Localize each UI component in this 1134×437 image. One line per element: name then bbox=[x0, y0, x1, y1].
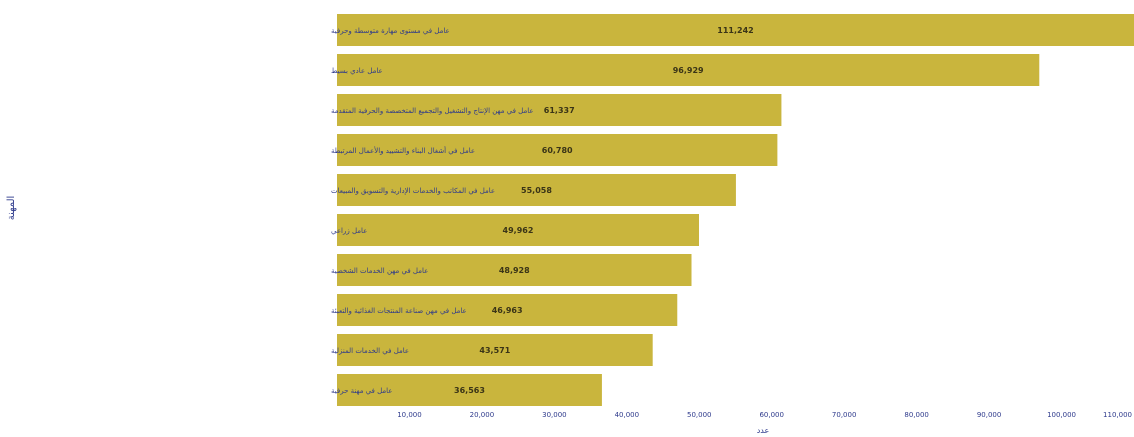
x-tick-label: 70,000 bbox=[832, 411, 857, 419]
x-tick-label: 90,000 bbox=[977, 411, 1002, 419]
x-tick-label: 60,000 bbox=[759, 411, 784, 419]
x-tick-label: 20,000 bbox=[470, 411, 495, 419]
bar bbox=[337, 94, 782, 126]
x-tick-label: 10,000 bbox=[397, 411, 422, 419]
bars-layer bbox=[337, 14, 1134, 406]
bar bbox=[337, 254, 692, 286]
category-label: عامل عادي بسيط bbox=[331, 67, 383, 75]
category-label: عامل في مهن الإنتاج والتشغيل والتجميع ال… bbox=[331, 107, 534, 115]
category-label: عامل في مستوى مهارة متوسطة وحرفية bbox=[331, 27, 450, 35]
category-label: عامل في مهن الخدمات الشخصية bbox=[331, 267, 428, 275]
category-label: عامل في المكاتب والخدمات الإدارية والتسو… bbox=[331, 187, 495, 195]
y-axis-title: المهنة bbox=[6, 196, 17, 221]
category-label: عامل في أشغال البناء والتشييد والأعمال ا… bbox=[331, 146, 475, 155]
category-labels-layer: عامل في مستوى مهارة متوسطة وحرفية عامل عا… bbox=[331, 27, 534, 395]
bar bbox=[337, 214, 699, 246]
category-label: عامل في مهنة حرفية bbox=[331, 387, 392, 395]
bar-value-label: 49,962 bbox=[503, 226, 534, 235]
bar bbox=[337, 294, 678, 326]
bar bbox=[337, 334, 653, 366]
x-tick-label: 80,000 bbox=[904, 411, 929, 419]
category-label: عامل في مهن صناعة المنتجات الغذائية والت… bbox=[331, 307, 467, 315]
x-tick-label: 30,000 bbox=[542, 411, 567, 419]
bar-value-label: 96,929 bbox=[673, 66, 704, 75]
category-label: عامل زراعي bbox=[331, 227, 367, 235]
bar bbox=[337, 14, 1134, 46]
bar-value-label: 61,337 bbox=[544, 106, 575, 115]
x-tick-label: 110,000 bbox=[1103, 411, 1132, 419]
x-tick-label: 100,000 bbox=[1047, 411, 1076, 419]
category-label: عامل في الخدمات المنزلية bbox=[331, 347, 409, 355]
bar-value-label: 55,058 bbox=[521, 186, 552, 195]
bar-value-label: 48,928 bbox=[499, 266, 530, 275]
bar bbox=[337, 54, 1040, 86]
bar bbox=[337, 134, 778, 166]
bar-value-label: 111,242 bbox=[717, 26, 753, 35]
x-tick-label: 40,000 bbox=[615, 411, 640, 419]
x-tick-label: 50,000 bbox=[687, 411, 712, 419]
value-labels-layer: 111,242 96,929 61,337 60,780 55,058 49,962 48,… bbox=[454, 26, 754, 395]
bar-value-label: 36,563 bbox=[454, 386, 485, 395]
x-axis-title: عدد bbox=[757, 426, 770, 435]
bar bbox=[337, 374, 602, 406]
bar-value-label: 46,963 bbox=[492, 306, 523, 315]
bar-value-label: 60,780 bbox=[542, 146, 573, 155]
bar bbox=[337, 174, 736, 206]
x-ticks-layer: 10,000 20,000 30,000 40,000 50,000 60,000 70,0… bbox=[397, 411, 1132, 419]
bar-value-label: 43,571 bbox=[479, 346, 510, 355]
